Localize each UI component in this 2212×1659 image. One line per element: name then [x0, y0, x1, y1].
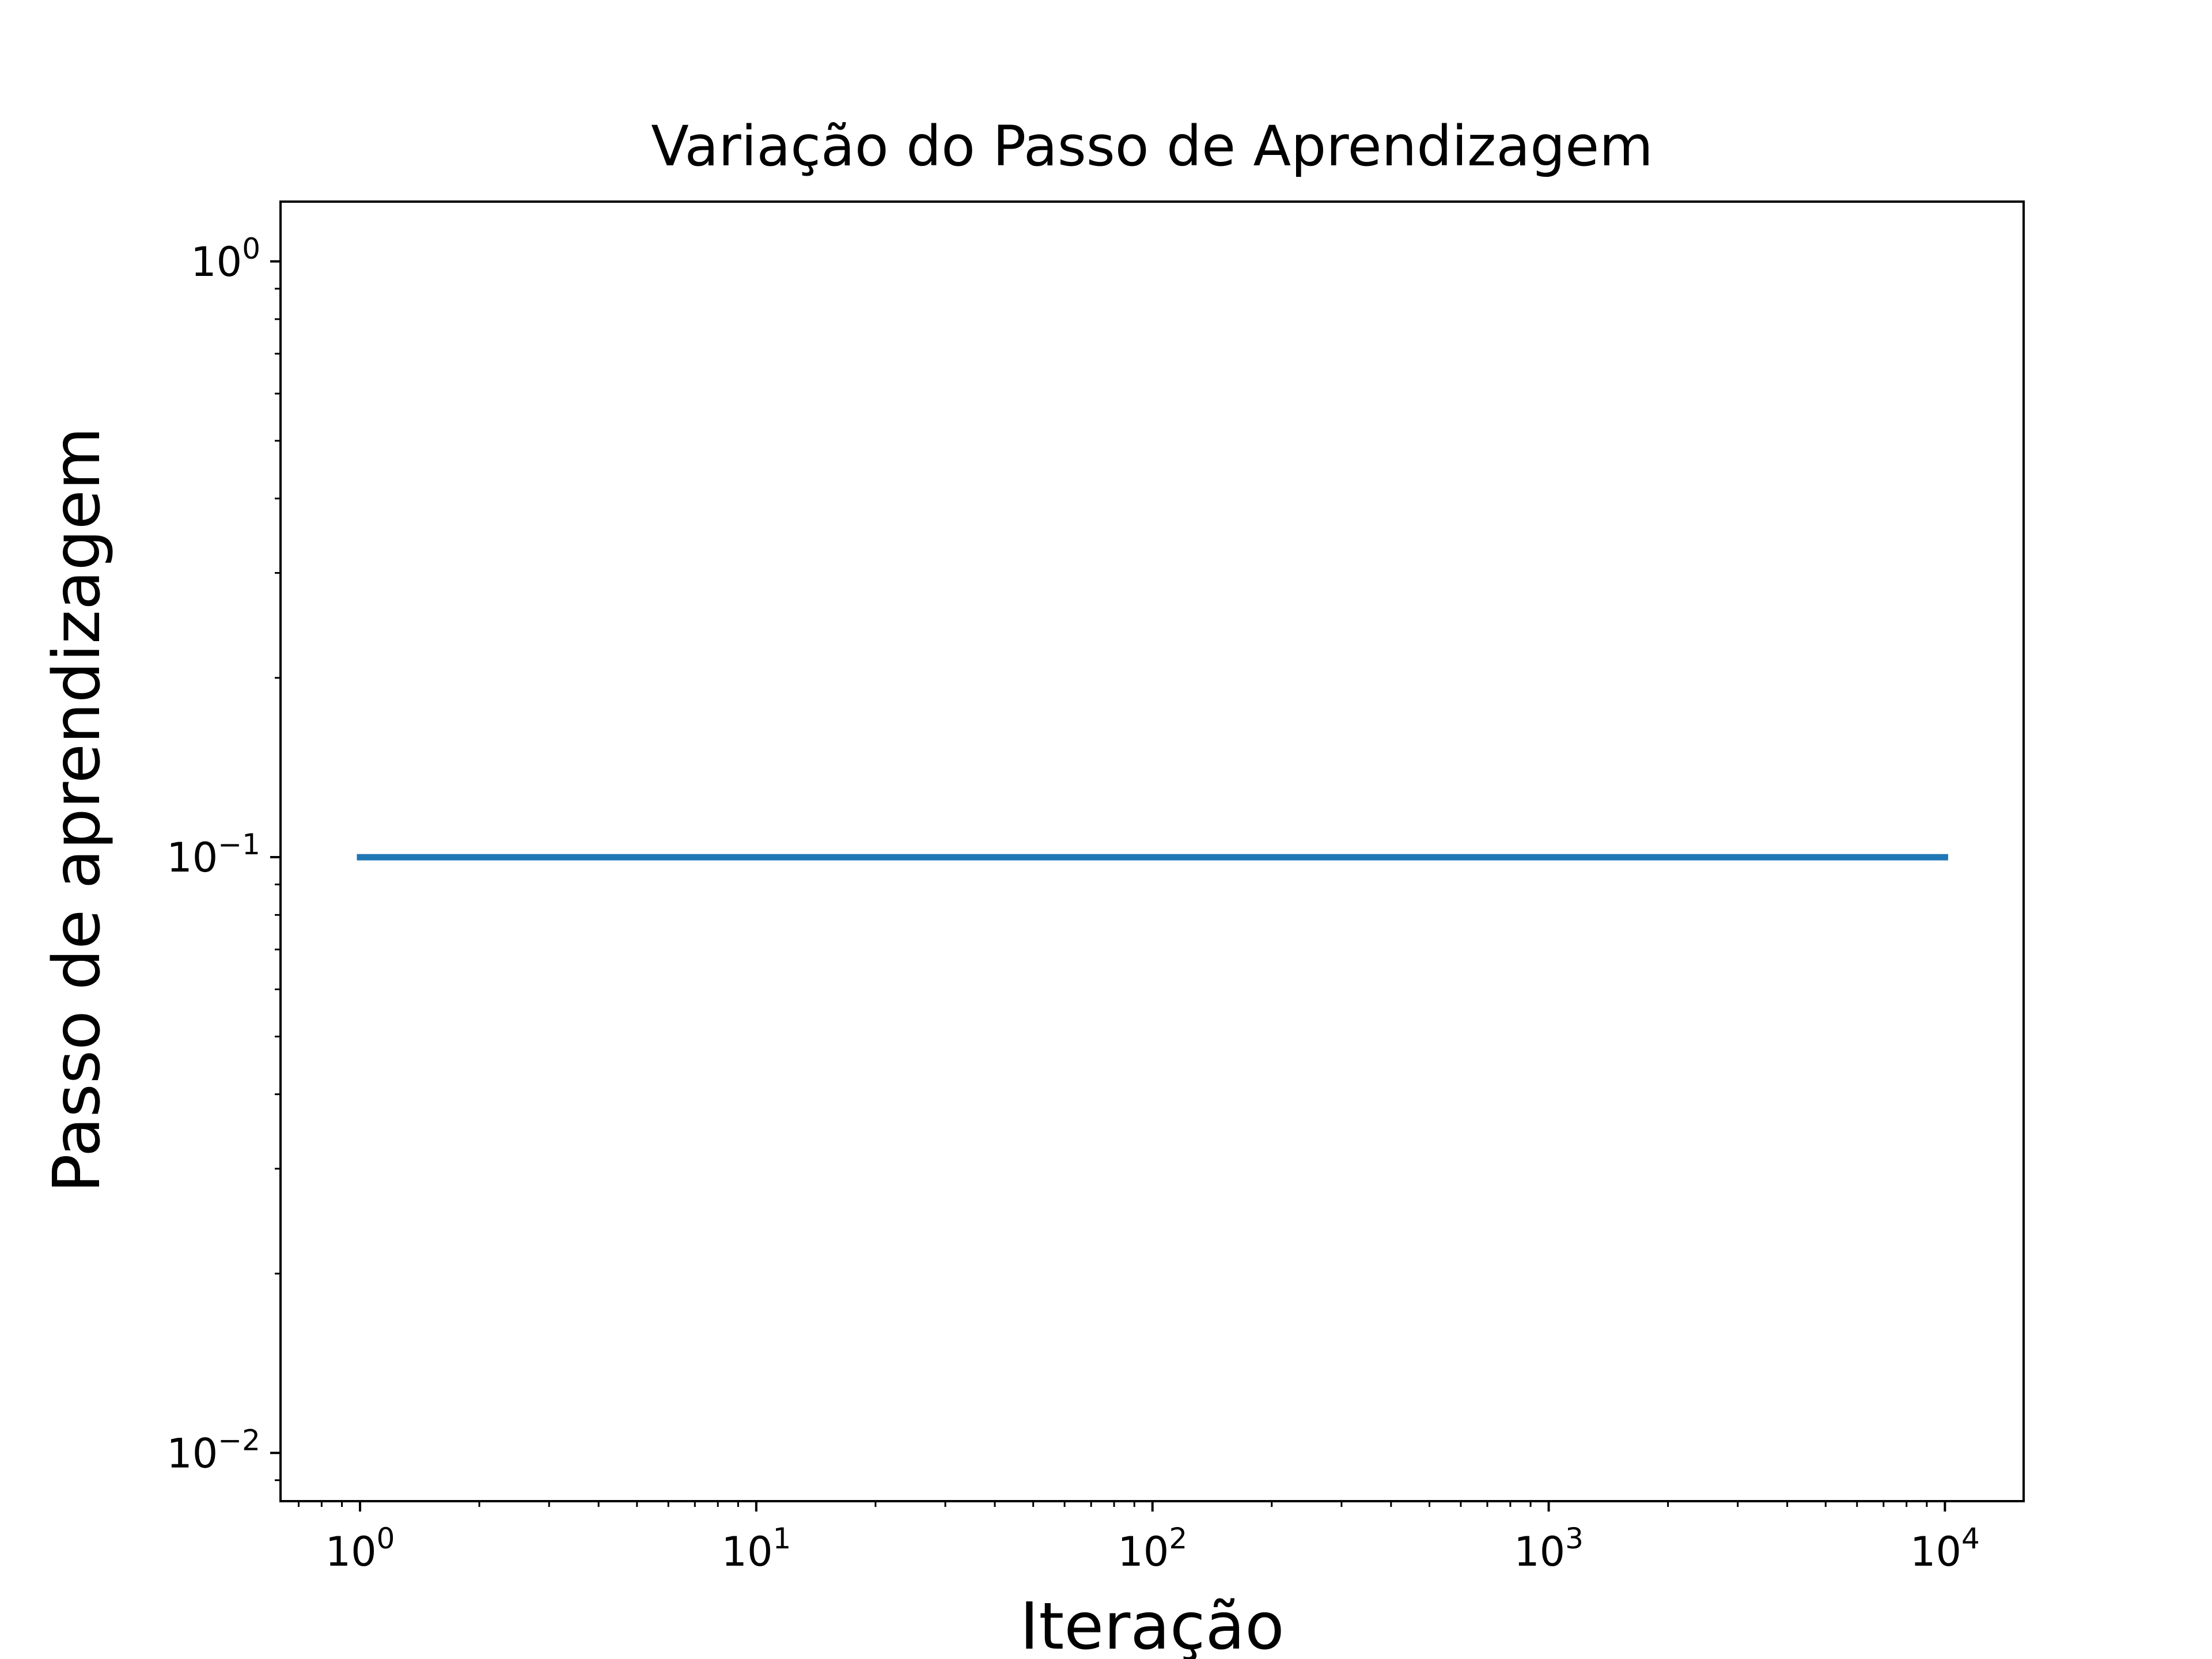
y-tick-label: 10−1 — [166, 828, 260, 881]
y-axis-ticks: 100 10−1 10−2 — [166, 232, 281, 1482]
x-tick-label: 101 — [721, 1522, 791, 1575]
plot-frame — [279, 200, 2025, 1502]
y-tick-label: 100 — [191, 232, 260, 286]
x-axis-label: Iteração — [1020, 1589, 1284, 1659]
y-axis-label: Passo de aprendizagem — [40, 427, 115, 1193]
x-tick-label: 100 — [325, 1522, 395, 1575]
x-tick-label: 102 — [1118, 1522, 1187, 1575]
x-tick-label: 104 — [1910, 1522, 1980, 1575]
x-tick-label: 103 — [1514, 1522, 1584, 1575]
x-axis-ticks: 100 101 102 103 104 — [297, 1501, 1980, 1575]
chart-title: Variação do Passo de Aprendizagem — [651, 114, 1653, 179]
y-tick-label: 10−2 — [166, 1423, 260, 1477]
